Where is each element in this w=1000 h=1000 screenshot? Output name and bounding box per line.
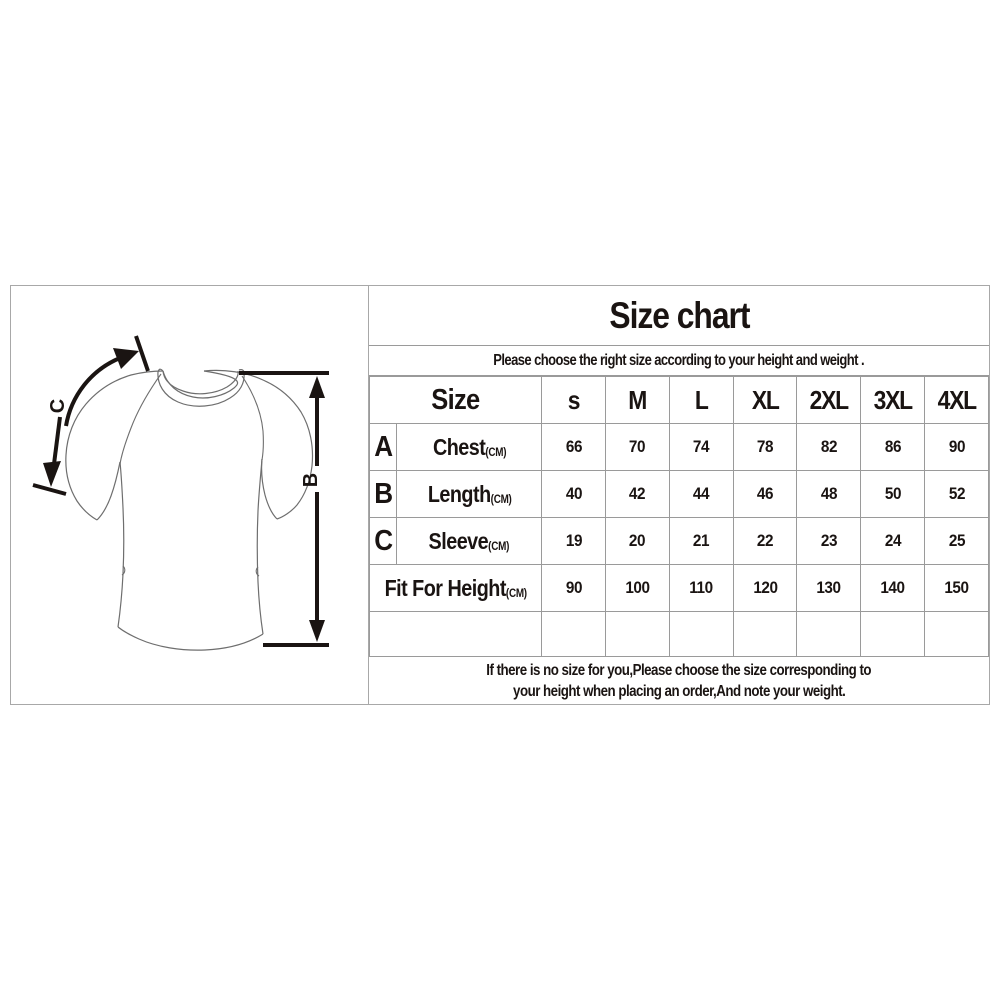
size-table: Size s M L XL 2XL 3XL 4XL A Chest(CM) 66 70 74 78 82 86… (368, 376, 989, 657)
header-size-2xl: 2XL (796, 376, 862, 424)
row-key-b: B (370, 470, 396, 518)
cell-sleeve-xl: 22 (732, 517, 798, 565)
arrowhead-up (309, 376, 325, 398)
cell-fit-for-height-3xl: 140 (860, 564, 926, 612)
tshirt-diagram: A B (32, 335, 329, 651)
header-size-3xl: 3XL (860, 376, 926, 424)
table-blank-row (368, 611, 989, 657)
cell-fit-for-height-m: 100 (605, 564, 670, 612)
arc-c (64, 356, 121, 427)
cell-fit-for-height-s: 90 (541, 564, 607, 612)
tick-shoulder (134, 335, 150, 372)
header-size-s: s (541, 376, 607, 424)
header-size-4xl: 4XL (924, 376, 989, 424)
cell-chest-4xl: 90 (924, 423, 989, 471)
dimension-c (32, 335, 150, 496)
cell-sleeve-4xl: 25 (924, 517, 989, 565)
blank-cell (605, 611, 670, 657)
footer-line-2: your height when placing an order,And no… (512, 682, 846, 700)
size-chart-frame: A B (10, 285, 990, 705)
table-row: C Sleeve(CM) 19 20 21 22 23 24 25 (370, 517, 989, 565)
cell-sleeve-m: 20 (605, 517, 670, 565)
cell-length-xl: 46 (732, 470, 798, 518)
label-c: C (47, 399, 69, 413)
arrowhead-down (309, 620, 325, 642)
cell-chest-m: 70 (605, 423, 670, 471)
cell-chest-xl: 78 (732, 423, 798, 471)
cell-chest-s: 66 (541, 423, 607, 471)
subtitle-row: Please choose the right size according t… (369, 346, 989, 376)
arrowhead-c-up (113, 348, 139, 369)
row-key-a: A (370, 423, 396, 471)
cell-fit-for-height-xl: 120 (732, 564, 798, 612)
row-label-fit-for-height: Fit For Height(CM) (368, 564, 543, 612)
title-row: Size chart (369, 286, 989, 346)
blank-cell (860, 611, 926, 657)
subtitle-text: Please choose the right size according t… (493, 351, 865, 369)
cell-length-s: 40 (541, 470, 607, 518)
cell-fit-for-height-l: 110 (668, 564, 734, 612)
ref-line-top (239, 371, 329, 375)
cell-sleeve-s: 19 (541, 517, 607, 565)
cell-sleeve-2xl: 23 (796, 517, 862, 565)
blank-cell (732, 611, 798, 657)
footer-note: If there is no size for you,Please choos… (369, 657, 989, 704)
cell-fit-for-height-4xl: 150 (924, 564, 989, 612)
cell-length-l: 44 (668, 470, 734, 518)
hem-notch-icon (121, 565, 260, 577)
size-table-panel: Size chart Please choose the right size … (368, 286, 989, 704)
footer-line-1: If there is no size for you,Please choos… (486, 661, 872, 679)
label-b: B (300, 473, 322, 487)
row-key-c: C (370, 517, 396, 565)
cell-length-m: 42 (605, 470, 670, 518)
row-label-length: Length(CM) (396, 470, 543, 518)
blank-cell (368, 611, 543, 657)
dimension-b (239, 371, 329, 647)
table-row: A Chest(CM) 66 70 74 78 82 86 90 (370, 423, 989, 471)
cell-fit-for-height-2xl: 130 (796, 564, 862, 612)
table-row: B Length(CM) 40 42 44 46 48 50 52 (370, 470, 989, 518)
tshirt-outline-icon (65, 369, 314, 651)
tick-sleeve-hem (32, 483, 67, 496)
cell-length-4xl: 52 (924, 470, 989, 518)
page-title: Size chart (608, 294, 750, 336)
row-label-chest: Chest(CM) (396, 423, 543, 471)
blank-cell (796, 611, 862, 657)
shaft-c-down (52, 416, 62, 465)
table-row: Fit For Height(CM) 90 100 110 120 130 140 150 (368, 564, 989, 612)
cell-chest-l: 74 (668, 423, 734, 471)
header-size-m: M (605, 376, 670, 424)
ref-line-bottom (263, 643, 329, 647)
size-table-body: Size s M L XL 2XL 3XL 4XL A Chest(CM) 66 70 74 78 82 86… (368, 376, 989, 657)
cell-chest-2xl: 82 (796, 423, 862, 471)
blank-cell (924, 611, 989, 657)
row-label-sleeve: Sleeve(CM) (396, 517, 543, 565)
cell-sleeve-3xl: 24 (860, 517, 926, 565)
cell-length-3xl: 50 (860, 470, 926, 518)
cell-sleeve-l: 21 (668, 517, 734, 565)
raglan-seam-icon (119, 373, 264, 465)
collar-icon (157, 368, 245, 407)
cell-length-2xl: 48 (796, 470, 862, 518)
garment-diagram-panel: A B (11, 286, 369, 704)
blank-cell (541, 611, 607, 657)
header-size-l: L (668, 376, 734, 424)
blank-cell (668, 611, 734, 657)
header-size-label: Size (368, 376, 543, 424)
arrowhead-c-down (43, 461, 61, 487)
table-header-row: Size s M L XL 2XL 3XL 4XL (368, 376, 989, 424)
cell-chest-3xl: 86 (860, 423, 926, 471)
header-size-xl: XL (732, 376, 798, 424)
